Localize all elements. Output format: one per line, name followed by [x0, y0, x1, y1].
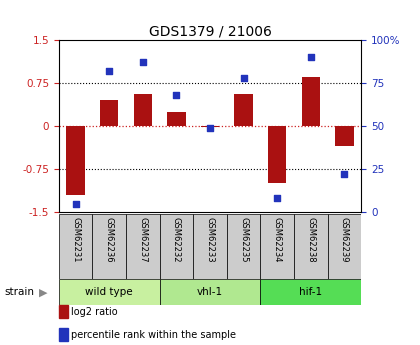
Point [341, 171, 348, 177]
Text: GSM62235: GSM62235 [239, 217, 248, 262]
Text: GSM62233: GSM62233 [205, 217, 215, 262]
Bar [227, 214, 260, 279]
Point [72, 201, 79, 206]
Bar [92, 214, 126, 279]
Bar [260, 279, 361, 305]
Point [240, 75, 247, 80]
Title: GDS1379 / 21006: GDS1379 / 21006 [149, 24, 271, 39]
Text: hif-1: hif-1 [299, 287, 323, 297]
Bar [294, 214, 328, 279]
Bar [260, 214, 294, 279]
Bar [167, 111, 186, 126]
Text: ▶: ▶ [39, 287, 47, 297]
Bar [193, 214, 227, 279]
Point [139, 59, 146, 65]
Bar [234, 94, 253, 126]
Text: GSM62232: GSM62232 [172, 217, 181, 262]
Point [274, 196, 281, 201]
Text: GSM62238: GSM62238 [306, 217, 315, 262]
Text: log2 ratio: log2 ratio [71, 307, 118, 317]
Text: percentile rank within the sample: percentile rank within the sample [71, 330, 236, 339]
Bar [59, 279, 160, 305]
Text: GSM62237: GSM62237 [138, 217, 147, 262]
Text: GSM62239: GSM62239 [340, 217, 349, 262]
Bar [66, 126, 85, 195]
Point [307, 54, 314, 60]
Bar [160, 214, 193, 279]
Text: GSM62236: GSM62236 [105, 217, 114, 262]
Bar [302, 77, 320, 126]
Point [207, 125, 213, 130]
Bar [59, 214, 92, 279]
Text: GSM62234: GSM62234 [273, 217, 282, 262]
Bar [126, 214, 160, 279]
Text: GSM62231: GSM62231 [71, 217, 80, 262]
Bar [160, 279, 260, 305]
Bar [328, 214, 361, 279]
Text: vhl-1: vhl-1 [197, 287, 223, 297]
Bar [335, 126, 354, 146]
Point [106, 68, 113, 73]
Text: wild type: wild type [85, 287, 133, 297]
Text: strain: strain [4, 287, 34, 297]
Point [173, 92, 180, 98]
Bar [100, 100, 118, 126]
Bar [134, 94, 152, 126]
Bar [268, 126, 286, 184]
Bar [201, 126, 219, 127]
